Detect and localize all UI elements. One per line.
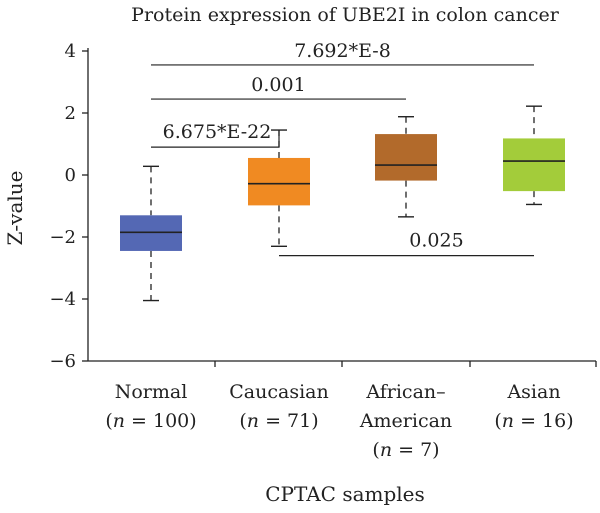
box [375,134,437,181]
p-value-label: 0.025 [409,230,463,252]
y-tick-label: 2 [65,103,76,124]
x-category-label: American [359,410,452,432]
y-tick-label: −6 [49,351,76,372]
p-value-label: 6.675*E-22 [163,121,272,143]
box [503,138,565,192]
p-value-label: 0.001 [251,74,305,96]
x-sample-count: (n = 71) [239,410,318,432]
y-tick-label: 0 [65,165,76,186]
x-sample-count: (n = 7) [372,439,439,461]
x-category-label: Caucasian [229,381,328,403]
p-value-label: 7.692*E-8 [294,40,391,62]
comparison-bracket [151,130,280,148]
chart-title: Protein expression of UBE2I in colon can… [131,4,560,26]
y-axis-label: Z-value [3,171,27,246]
x-axis-label: CPTAC samples [265,482,425,506]
y-tick-label: −2 [49,227,76,248]
plot-area: −6 −4 −2 0 2 4 Normal (n = 100) Caucasian (n = 71… [49,40,597,461]
x-category-label: Asian [506,381,560,403]
x-category-label: African– [365,381,445,403]
x-sample-count: (n = 16) [494,410,573,432]
y-tick-label: 4 [65,41,76,62]
y-tick-label: −4 [49,289,76,310]
box [248,157,310,206]
x-category-label: Normal [115,381,188,403]
x-sample-count: (n = 100) [105,410,196,432]
